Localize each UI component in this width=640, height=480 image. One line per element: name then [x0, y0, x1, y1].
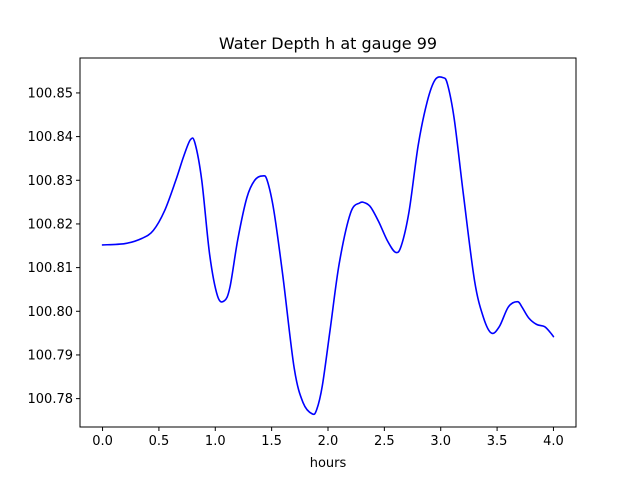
x-axis-label: hours	[310, 456, 347, 471]
y-tick-label: 100.83	[28, 174, 74, 189]
x-tick-label: 1.0	[205, 434, 226, 449]
y-tick-label: 100.78	[28, 392, 74, 407]
x-tick-label: 4.0	[543, 434, 564, 449]
chart-title: Water Depth h at gauge 99	[219, 34, 437, 53]
series-line-0	[101, 76, 555, 416]
y-axis-ticks: 100.78 100.79 100.80 100.81 100.82 100.83 100.…	[28, 86, 80, 407]
y-tick-label: 100.82	[28, 217, 74, 232]
y-tick-label: 100.85	[28, 86, 74, 101]
x-tick-label: 2.5	[374, 434, 395, 449]
x-tick-label: 0.0	[92, 434, 113, 449]
x-tick-label: 0.5	[149, 434, 170, 449]
x-tick-label: 1.5	[261, 434, 282, 449]
x-tick-label: 3.0	[430, 434, 451, 449]
y-tick-label: 100.80	[28, 305, 74, 320]
plot-content	[101, 76, 555, 416]
y-tick-label: 100.81	[28, 261, 74, 276]
y-tick-label: 100.79	[28, 348, 74, 363]
y-tick-label: 100.84	[28, 130, 74, 145]
plot-frame	[79, 57, 577, 428]
x-axis-ticks: 0.0 0.5 1.0 1.5 2.0 2.5 3.0 3.5 4.0	[92, 427, 564, 449]
x-tick-label: 2.0	[318, 434, 339, 449]
x-tick-label: 3.5	[487, 434, 508, 449]
